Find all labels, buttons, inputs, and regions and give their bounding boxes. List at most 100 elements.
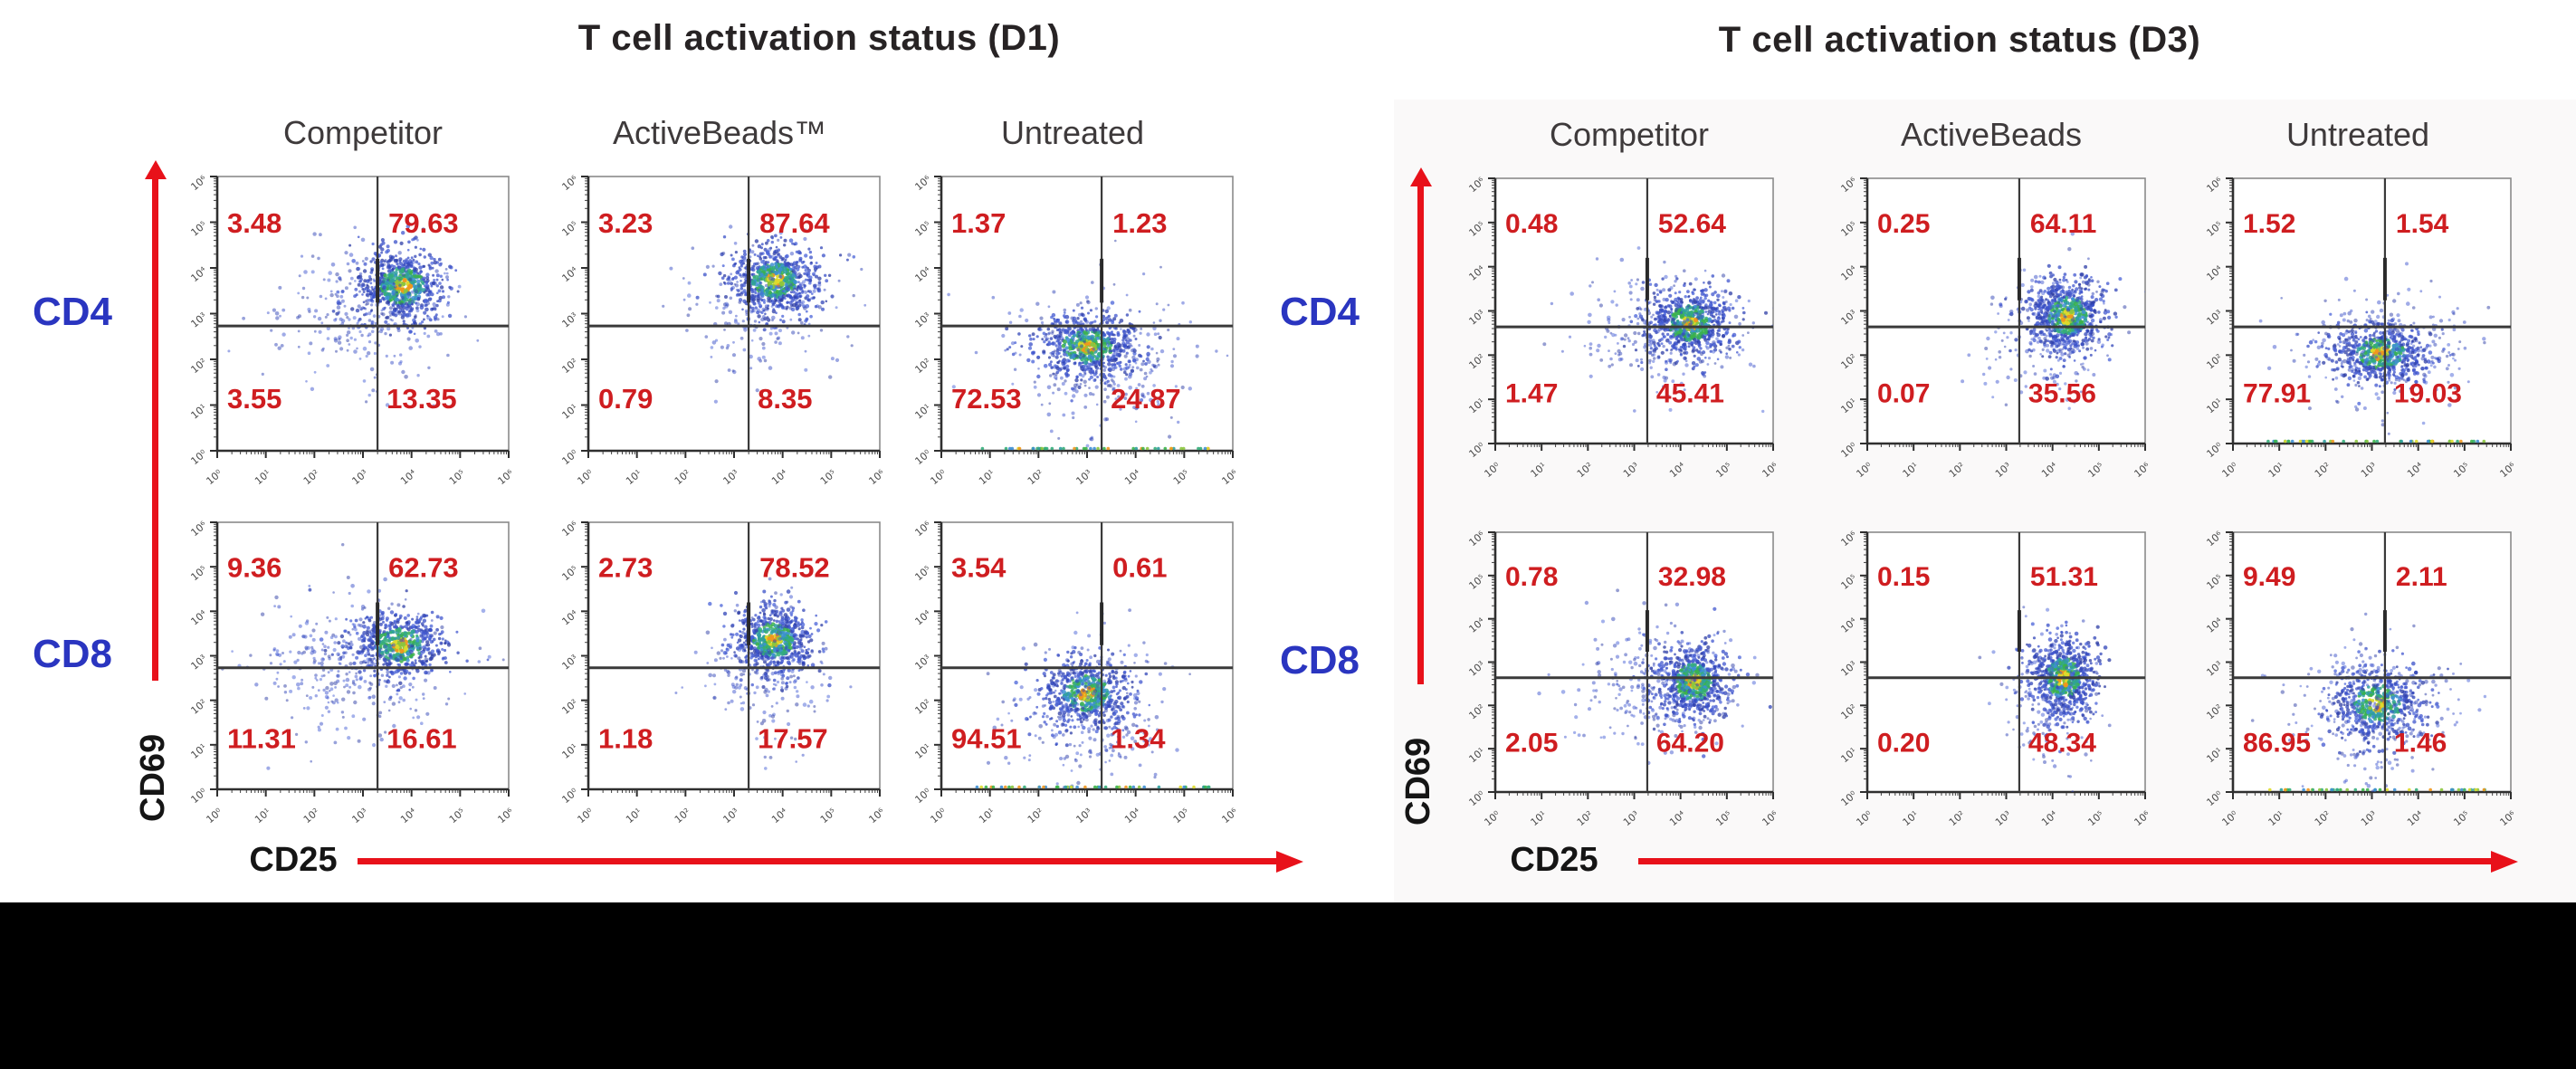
svg-text:10⁵: 10⁵: [559, 219, 579, 239]
quadrant-value-ll: 11.31: [227, 722, 296, 754]
svg-text:10¹: 10¹: [188, 741, 208, 761]
svg-text:10⁵: 10⁵: [559, 564, 579, 584]
quadrant-value-ll: 0.07: [1877, 379, 1930, 409]
svg-text:10⁰: 10⁰: [928, 467, 949, 487]
svg-text:10²: 10²: [301, 467, 321, 487]
svg-text:10⁶: 10⁶: [866, 467, 887, 487]
flow-plot-d3-cd4-0: 10⁰ 10⁰ 10¹ 10¹ 10² 10² 10³ 10³ 10⁴ 10⁴ 10⁵ 10⁵ 10⁶ 1…: [1452, 169, 1782, 490]
cd69-axis-arrowhead-d1: [145, 160, 167, 179]
svg-text:10¹: 10¹: [624, 467, 644, 487]
quadrant-value-lr: 16.61: [386, 722, 457, 754]
svg-text:10⁴: 10⁴: [769, 467, 790, 487]
flow-plot-d3-cd8-2: 10⁰ 10⁰ 10¹ 10¹ 10² 10² 10³ 10³ 10⁴ 10⁴ 10⁵ 10⁵ 10⁶ 1…: [2190, 523, 2520, 838]
dot-cloud: [662, 219, 867, 404]
svg-text:10⁰: 10⁰: [575, 806, 596, 826]
dot-cloud: [1961, 232, 2145, 410]
quadrant-value-ul: 3.54: [951, 551, 1007, 583]
quadrant-value-ur: 32.98: [1658, 562, 1726, 592]
quadrant-value-ur: 87.64: [759, 207, 830, 239]
svg-text:10¹: 10¹: [624, 806, 644, 826]
x-axis-label-d1: CD25: [249, 841, 338, 879]
cd25-axis-arrow-d1: [358, 858, 1277, 864]
quadrant-value-ll: 86.95: [2243, 729, 2311, 759]
dot-cloud: [2258, 262, 2491, 444]
quadrant-value-ur: 0.61: [1112, 551, 1167, 583]
quadrant-value-lr: 1.46: [2394, 729, 2447, 759]
svg-text:10²: 10²: [673, 467, 692, 487]
dot-cloud: [1978, 606, 2112, 792]
quadrant-value-ul: 2.73: [598, 551, 653, 583]
svg-text:10²: 10²: [1026, 467, 1045, 487]
svg-text:10²: 10²: [912, 356, 932, 376]
bottom-black-bar: [0, 902, 2576, 1069]
svg-text:10⁶: 10⁶: [495, 806, 516, 826]
column-header-d1-competitor: Competitor: [282, 114, 444, 151]
quadrant-value-lr: 8.35: [758, 383, 812, 415]
quadrant-value-ll: 72.53: [951, 383, 1022, 415]
svg-text:10⁶: 10⁶: [188, 519, 209, 539]
y-axis-label-d3: CD69: [1399, 737, 1437, 826]
row-label-d3-cd4: CD4: [1279, 290, 1360, 334]
panel-title-d1: T cell activation status (D1): [577, 18, 1061, 58]
svg-text:10⁴: 10⁴: [188, 264, 209, 284]
svg-text:10³: 10³: [720, 467, 740, 487]
cd25-axis-arrow-d3: [1638, 858, 2492, 864]
flow-plot-d1-cd4-2: 10⁰ 10⁰ 10¹ 10¹ 10² 10² 10³ 10³ 10⁴ 10⁴ 10⁵ 10⁵ 10⁶ 1…: [898, 167, 1242, 497]
y-axis-label-d1: CD69: [134, 733, 172, 822]
quadrant-value-ll: 0.20: [1877, 729, 1930, 759]
flow-plot-d3-cd8-1: 10⁰ 10⁰ 10¹ 10¹ 10² 10² 10³ 10³ 10⁴ 10⁴ 10⁵ 10⁵ 10⁶ 1…: [1824, 523, 2154, 838]
quadrant-value-ul: 3.48: [227, 207, 281, 239]
flow-plot-d1-cd8-2: 10⁰ 10⁰ 10¹ 10¹ 10² 10² 10³ 10³ 10⁴ 10⁴ 10⁵ 10⁵ 10⁶ 1…: [898, 513, 1242, 835]
flow-plot-d3-cd4-2: 10⁰ 10⁰ 10¹ 10¹ 10² 10² 10³ 10³ 10⁴ 10⁴ 10⁵ 10⁵ 10⁶ 1…: [2190, 169, 2520, 490]
column-header-d3-untreated: Untreated: [2285, 116, 2430, 153]
cd25-axis-arrowhead-d3: [2491, 851, 2518, 873]
quadrant-value-ul: 9.49: [2243, 562, 2295, 592]
svg-text:10⁰: 10⁰: [575, 467, 596, 487]
svg-text:10⁵: 10⁵: [447, 806, 467, 826]
quadrant-value-ur: 79.63: [388, 207, 459, 239]
svg-text:10⁴: 10⁴: [769, 806, 790, 826]
svg-text:10¹: 10¹: [559, 402, 579, 422]
quadrant-value-ul: 1.37: [951, 207, 1006, 239]
quadrant-value-ll: 77.91: [2243, 379, 2311, 409]
quadrant-value-ur: 64.11: [2030, 209, 2096, 239]
quadrant-value-ur: 62.73: [388, 551, 459, 583]
svg-text:10³: 10³: [349, 467, 369, 487]
quadrant-value-ul: 0.25: [1877, 209, 1930, 239]
flow-plot-d1-cd8-0: 10⁰ 10⁰ 10¹ 10¹ 10² 10² 10³ 10³ 10⁴ 10⁴ 10⁵ 10⁵ 10⁶ 1…: [174, 513, 518, 835]
quadrant-value-ll: 1.47: [1505, 379, 1558, 409]
svg-text:10⁵: 10⁵: [1171, 467, 1191, 487]
svg-text:10³: 10³: [188, 310, 208, 330]
quadrant-value-ur: 1.23: [1112, 207, 1167, 239]
svg-text:10⁰: 10⁰: [188, 786, 209, 806]
x-axis-label-d3: CD25: [1510, 841, 1598, 879]
quadrant-value-ur: 1.54: [2396, 209, 2449, 239]
svg-text:10⁰: 10⁰: [559, 786, 580, 806]
svg-text:10⁴: 10⁴: [398, 467, 419, 487]
svg-text:10⁵: 10⁵: [447, 467, 467, 487]
flow-plot-d1-cd8-1: 10⁰ 10⁰ 10¹ 10¹ 10² 10² 10³ 10³ 10⁴ 10⁴ 10⁵ 10⁵ 10⁶ 1…: [545, 513, 889, 835]
svg-text:10⁶: 10⁶: [559, 519, 580, 539]
svg-text:10⁵: 10⁵: [912, 219, 932, 239]
panel-title-d3: T cell activation status (D3): [1718, 20, 2201, 60]
svg-text:10⁵: 10⁵: [818, 467, 838, 487]
svg-text:10²: 10²: [188, 697, 208, 717]
svg-text:10⁴: 10⁴: [559, 607, 580, 627]
svg-text:10²: 10²: [188, 356, 208, 376]
quadrant-value-ul: 0.48: [1505, 209, 1558, 239]
quadrant-value-ll: 0.79: [598, 383, 653, 415]
svg-text:10³: 10³: [349, 806, 369, 826]
dot-cloud: [1542, 246, 1773, 414]
svg-text:10⁴: 10⁴: [912, 264, 933, 284]
cd69-axis-arrow-d3: [1417, 185, 1424, 684]
quadrant-value-ll: 1.18: [598, 722, 653, 754]
quadrant-value-ul: 3.23: [598, 207, 653, 239]
svg-text:10³: 10³: [1073, 467, 1093, 487]
quadrant-value-ur: 2.11: [2396, 562, 2447, 592]
quadrant-value-lr: 19.03: [2394, 379, 2462, 409]
svg-text:10⁰: 10⁰: [559, 447, 580, 467]
svg-text:10³: 10³: [559, 653, 579, 673]
svg-text:10²: 10²: [559, 697, 579, 717]
dot-cloud: [221, 543, 505, 770]
